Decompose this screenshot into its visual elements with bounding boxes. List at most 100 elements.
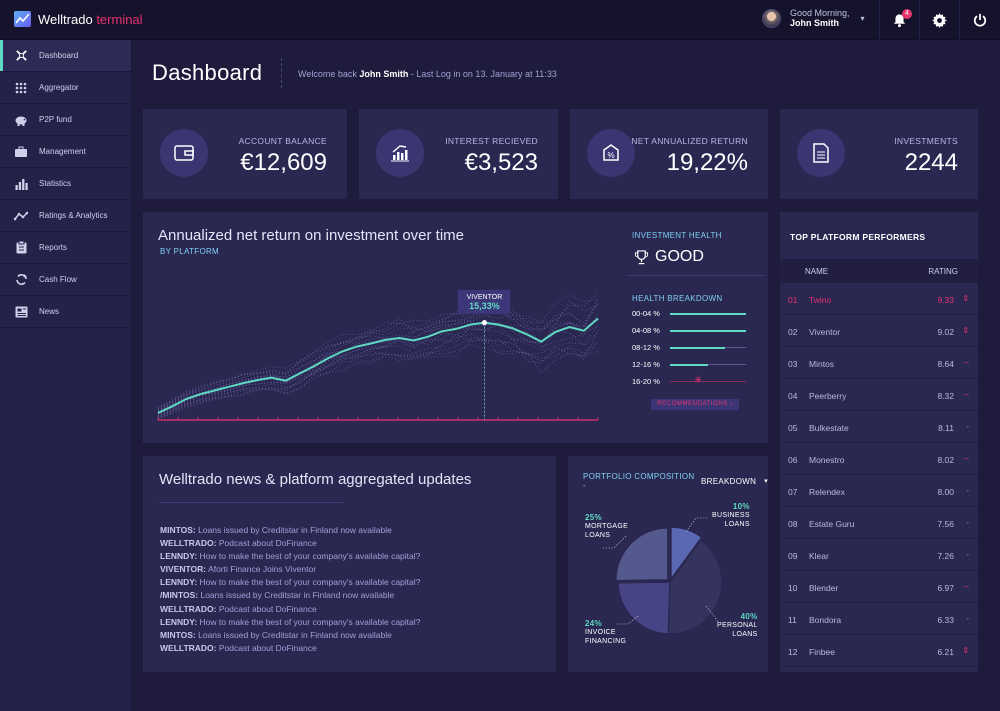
performer-name: Bondora [809,615,842,625]
table-row[interactable]: 10 Blender 6.97 – [780,571,978,603]
table-row[interactable]: 09 Klear 7.26 - [780,539,978,571]
portfolio-pie-chart[interactable] [568,456,768,672]
user-menu[interactable]: Good Morning, John Smith ▾ [762,8,865,28]
pie-leader-line [602,535,627,549]
table-row[interactable]: 11 Bondora 6.33 - [780,603,978,635]
performer-rating: 8.02 [937,455,954,465]
gear-icon [932,12,947,28]
performer-name: Peerberry [809,391,847,401]
performer-idx: 12 [788,647,798,657]
page-title: Dashboard [152,60,263,85]
sidebar-item-reports[interactable]: Reports [0,232,131,264]
performer-idx: 07 [788,487,798,497]
warning-icon: ✳ [694,375,703,386]
sidebar-item-management[interactable]: Management [0,136,131,168]
top-performers-card: TOP PLATFORM PERFORMERS NAME RATING 01 Tw… [780,212,978,672]
sidebar-item-cash-flow[interactable]: Cash Flow [0,264,131,296]
stat-card-account-balance[interactable]: ACCOUNT BALANCE €12,609 [143,109,347,199]
table-row[interactable]: 07 Relendex 8.00 - [780,475,978,507]
table-row[interactable]: 03 Mintos 8.64 – [780,347,978,379]
table-row[interactable]: 05 Bulkestate 8.11 - [780,411,978,443]
news-item[interactable]: WELLTRADO: Podcast about DoFinance [160,603,317,614]
notifications-button[interactable]: 4 [879,0,919,40]
news-item[interactable]: WELLTRADO: Podcast about DoFinance [160,538,317,549]
pie-slice-business-loans[interactable] [670,526,703,582]
sidebar-item-ratings-analytics[interactable]: Ratings & Analytics [0,200,131,232]
brand[interactable]: Welltrado terminal [14,11,143,27]
news-item[interactable]: LENNDY: How to make the best of your com… [160,551,421,562]
background-series-line [157,303,599,411]
health-breakdown-label: HEALTH BREAKDOWN [632,294,723,303]
performer-name: Klear [809,551,829,561]
growth-icon [391,145,409,162]
settings-button[interactable] [919,0,959,40]
performer-rating: 8.00 [937,487,954,497]
performers-title: TOP PLATFORM PERFORMERS [790,232,926,242]
pie-slice-invoice-financing[interactable] [617,581,671,635]
cycle-icon [14,273,28,287]
news-item[interactable]: MINTOS: Loans issued by Creditstar in Fi… [160,525,392,535]
performer-idx: 01 [788,295,798,305]
sidebar-item-aggregator[interactable]: Aggregator [0,72,131,104]
news-item[interactable]: LENNDY: How to make the best of your com… [160,577,421,588]
investment-health-value: GOOD [634,248,704,266]
sidebar-item-label: News [39,307,60,316]
stat-card-investments[interactable]: INVESTMENTS 2244 [780,109,978,199]
performer-idx: 06 [788,455,798,465]
pie-slice-mortgage-loans[interactable] [615,527,669,582]
notification-badge: 4 [902,9,912,19]
percent-icon: % [603,144,619,161]
news-item[interactable]: LENNDY: How to make the best of your com… [160,616,421,627]
sidebar-item-news[interactable]: News [0,296,131,328]
performer-rating: 9.02 [937,327,954,337]
briefcase-icon [14,145,28,159]
power-icon [973,13,986,27]
background-series-line [157,293,599,409]
pie-slice-personal-loans[interactable] [667,539,723,635]
sidebar-item-statistics[interactable]: Statistics [0,168,131,200]
performer-rating: 7.26 [937,551,954,561]
trend-flat-icon: - [966,422,969,431]
pie-leader-line [685,517,708,533]
composition-dropdown[interactable]: PORTFOLIO COMPOSITION - BREAKDOWN ▾ [583,472,768,490]
table-row[interactable]: 04 Peerberry 8.32 – [780,379,978,411]
table-row[interactable]: 12 Finbee 6.21 ⇕ [780,635,978,667]
brand-accent: terminal [96,11,143,27]
trend-down-icon: – [964,454,969,463]
sidebar-item-dashboard[interactable]: Dashboard [0,40,131,72]
grid-icon [14,81,28,95]
pie-label-business: 10% BUSINESS LOANS [712,502,750,528]
return-line-chart[interactable] [143,242,613,442]
chart-logo-icon [14,11,31,27]
news-item[interactable]: /MINTOS: Loans issued by Creditstar in F… [160,590,395,601]
trend-flat-icon: - [966,486,969,495]
dashboard-icon [14,49,28,63]
health-breakdown-bar: ✳ [670,375,746,386]
news-item[interactable]: WELLTRADO: Podcast about DoFinance [160,642,317,653]
news-item[interactable]: VIVENTOR: Aforti Finance Joins Viventor [160,564,317,575]
table-row[interactable]: 06 Monestro 8.02 – [780,443,978,475]
table-row[interactable]: 01 Twino 9.33 ⇕ [780,283,978,315]
sidebar-item-p2p-fund[interactable]: P2P fund [0,104,131,136]
recommendations-button[interactable]: RECOMMENDATIONS › [651,399,739,410]
pie-label-mortgage: 25% MORTGAGE LOANS [585,513,629,539]
stat-value: 2244 [904,149,958,176]
table-row[interactable]: 08 Estate Guru 7.56 - [780,507,978,539]
stat-card-interest-received[interactable]: INTEREST RECIEVED €3,523 [359,109,558,199]
performer-idx: 04 [788,391,798,401]
stat-value: €3,523 [464,149,538,176]
sidebar-item-label: P2P fund [39,115,72,124]
performer-name: Estate Guru [809,519,855,529]
document-icon [813,143,829,163]
performer-name: Twino [809,295,832,305]
news-title: Welltrado news & platform aggregated upd… [159,471,472,488]
trophy-icon [634,249,649,264]
news-item[interactable]: MINTOS: Loans issued by Creditstar in Fi… [160,629,392,640]
power-button[interactable] [959,0,999,40]
background-series-line [157,313,599,415]
table-row[interactable]: 02 Viventor 9.02 ⇕ [780,315,978,347]
stat-card-net-annualized-return[interactable]: % NET ANNUALIZED RETURN 19,22% [570,109,768,199]
health-breakdown-row: 04-08 % [632,326,746,335]
stat-label: INTEREST RECIEVED [445,136,538,146]
background-series-line [157,338,599,420]
